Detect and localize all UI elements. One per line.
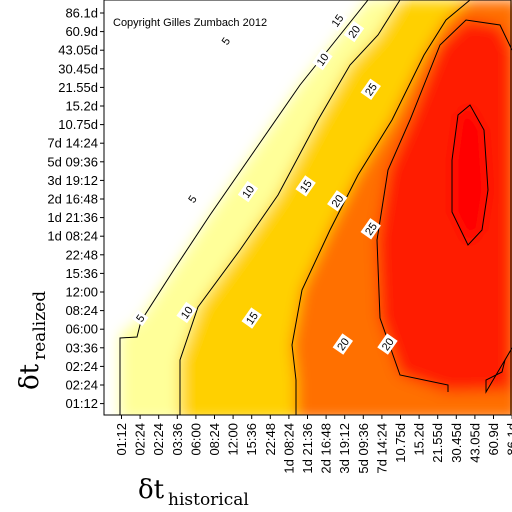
x-tick-label: 7d 14:24 bbox=[374, 423, 389, 474]
y-tick-label: 30.45d bbox=[58, 61, 98, 76]
x-tick-label: 2d 16:48 bbox=[319, 423, 334, 474]
x-tick-label: 08:24 bbox=[207, 423, 222, 456]
x-tick-label: 43.05d bbox=[467, 423, 482, 463]
y-tick-label: 22:48 bbox=[65, 247, 98, 262]
y-tick-label: 12:00 bbox=[65, 285, 98, 300]
x-tick-label: 15.2d bbox=[412, 423, 427, 456]
y-tick-label: 1d 08:24 bbox=[47, 229, 98, 244]
svg-text:25: 25 bbox=[363, 81, 380, 98]
y-tick-label: 03:36 bbox=[65, 340, 98, 355]
x-tick-label: 12:00 bbox=[226, 423, 241, 456]
x-axis-ticks: 01:12 02:24 02:24 03:36 06:00 08:24 12:00 15:36… bbox=[114, 415, 512, 474]
contour-label: 5 bbox=[131, 310, 149, 327]
y-tick-label: 02:24 bbox=[65, 378, 98, 393]
x-axis-subscript: historical bbox=[168, 490, 249, 510]
svg-text:10: 10 bbox=[240, 184, 257, 201]
x-tick-label: 06:00 bbox=[188, 423, 203, 456]
y-tick-label: 5d 09:36 bbox=[47, 154, 98, 169]
contour-label: 25 bbox=[360, 78, 381, 100]
y-tick-label: 15.2d bbox=[65, 99, 98, 114]
svg-text:20: 20 bbox=[330, 193, 347, 210]
y-tick-label: 10.75d bbox=[58, 117, 98, 132]
svg-text:10: 10 bbox=[315, 52, 332, 69]
y-tick-label: 1d 21:36 bbox=[47, 210, 98, 225]
x-tick-label: 21.55d bbox=[430, 423, 445, 463]
heatmap-surface bbox=[104, 0, 512, 415]
x-tick-label: 1d 21:36 bbox=[300, 423, 315, 474]
y-tick-label: 21.55d bbox=[58, 80, 98, 95]
y-axis-ticks: 86.1d 60.9d 43.05d 30.45d 21.55d 15.2d 10.75d 7… bbox=[47, 6, 104, 411]
x-tick-label: 1d 08:24 bbox=[281, 423, 296, 474]
contour-label: 10 bbox=[312, 48, 333, 71]
contour-label: 25 bbox=[360, 218, 381, 240]
contour-10 bbox=[179, 0, 401, 415]
contour-label: 10 bbox=[176, 301, 197, 324]
svg-text:15: 15 bbox=[244, 310, 261, 327]
x-tick-label: 01:12 bbox=[114, 423, 129, 456]
contour-label: 10 bbox=[237, 180, 259, 203]
svg-text:20: 20 bbox=[346, 24, 363, 41]
x-tick-label: 22:48 bbox=[263, 423, 278, 456]
contour-label: 20 bbox=[377, 333, 398, 355]
x-tick-label: 30.45d bbox=[449, 423, 464, 463]
x-axis-symbol: δt bbox=[138, 475, 165, 505]
contour-label: 20 bbox=[327, 190, 348, 212]
contour-25 bbox=[451, 104, 489, 246]
x-tick-label: 02:24 bbox=[151, 423, 166, 456]
level-25-fill bbox=[452, 105, 488, 245]
svg-text:10: 10 bbox=[179, 305, 196, 322]
y-tick-label: 2d 16:48 bbox=[47, 192, 98, 207]
contour-label: 5 bbox=[183, 190, 201, 208]
x-tick-label: 15:36 bbox=[244, 423, 259, 456]
y-axis-symbol: δt bbox=[15, 363, 45, 390]
contour-label: 15 bbox=[327, 9, 348, 32]
x-tick-label: 86.1d bbox=[505, 423, 512, 456]
y-axis-subscript: realized bbox=[30, 291, 50, 360]
y-tick-label: 01:12 bbox=[65, 396, 98, 411]
x-tick-label: 03:36 bbox=[170, 423, 185, 456]
y-tick-label: 15:36 bbox=[65, 266, 98, 281]
y-tick-label: 08:24 bbox=[65, 303, 98, 318]
contour-label: 15 bbox=[241, 307, 262, 329]
copyright-annotation: Copyright Gilles Zumbach 2012 bbox=[113, 17, 267, 29]
y-tick-label: 7d 14:24 bbox=[47, 136, 98, 151]
contour-label: 5 bbox=[217, 32, 234, 49]
y-tick-label: 3d 19:12 bbox=[47, 173, 98, 188]
svg-text:5: 5 bbox=[220, 36, 233, 48]
contour-label: 20 bbox=[343, 20, 365, 43]
y-tick-label: 86.1d bbox=[65, 6, 98, 21]
svg-text:25: 25 bbox=[363, 221, 380, 238]
y-axis-label: δt realized bbox=[15, 291, 50, 390]
x-tick-label: 5d 09:36 bbox=[356, 423, 371, 474]
svg-text:15: 15 bbox=[298, 178, 315, 195]
svg-text:20: 20 bbox=[335, 336, 352, 353]
x-axis-label: δt historical bbox=[138, 475, 249, 510]
svg-text:20: 20 bbox=[380, 336, 397, 353]
contour-label: 15 bbox=[295, 175, 316, 197]
x-tick-label: 10.75d bbox=[393, 423, 408, 463]
x-tick-label: 60.9d bbox=[486, 423, 501, 456]
x-tick-label: 02:24 bbox=[133, 423, 148, 456]
x-tick-label: 3d 19:12 bbox=[337, 423, 352, 474]
y-tick-label: 43.05d bbox=[58, 43, 98, 58]
contour-label: 20 bbox=[332, 333, 354, 355]
y-tick-label: 02:24 bbox=[65, 359, 98, 374]
y-tick-label: 60.9d bbox=[65, 24, 98, 39]
level-20-fill bbox=[377, 20, 512, 392]
svg-text:5: 5 bbox=[186, 194, 199, 206]
svg-text:5: 5 bbox=[134, 313, 147, 325]
svg-text:15: 15 bbox=[330, 13, 347, 30]
contour-20 bbox=[376, 19, 512, 394]
y-tick-label: 06:00 bbox=[65, 322, 98, 337]
